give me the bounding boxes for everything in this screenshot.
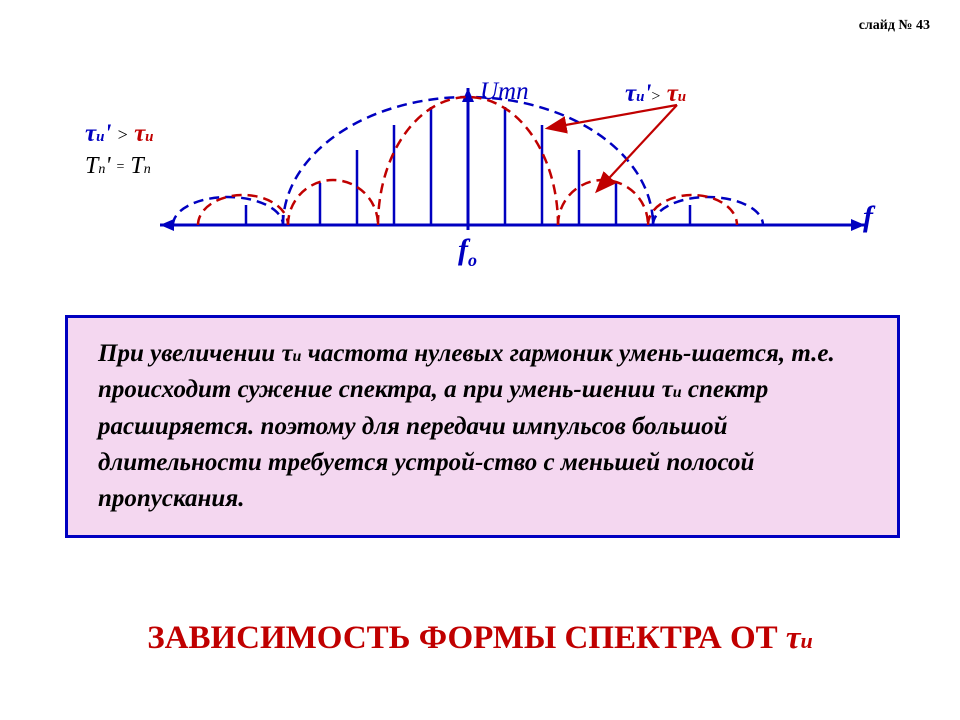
f0-base: f <box>458 233 468 266</box>
tau-inline-2: τи <box>662 376 682 403</box>
legend-row-1: τи' > τи <box>85 118 154 151</box>
tau-inline-1: τи <box>281 340 301 367</box>
legend-row-2: Tn' = Tn <box>85 151 154 182</box>
tau-blue: τи' <box>85 120 111 147</box>
gt-symbol-2: > <box>651 88 660 105</box>
legend-right: τи'> τи <box>625 80 686 108</box>
x-axis-label: f <box>863 200 873 234</box>
tau-blue-2: τи' <box>625 80 651 107</box>
tau-red-2: τи <box>667 80 686 107</box>
y-axis-label: Umn <box>480 78 529 106</box>
explanation-box: При увеличении τи частота нулевых гармон… <box>65 315 900 538</box>
slide: слайд № 43 Umn f fо τи' > τи Tn' = Tn τи… <box>0 0 960 720</box>
legend-left: τи' > τи Tn' = Tn <box>85 118 154 182</box>
tau-red: τи <box>134 120 153 147</box>
slide-number: слайд № 43 <box>859 18 930 34</box>
slide-title: ЗАВИСИМОСТЬ ФОРМЫ СПЕКТРА ОТ τи <box>0 620 960 657</box>
title-text: ЗАВИСИМОСТЬ ФОРМЫ СПЕКТРА ОТ <box>147 620 786 656</box>
f0-sub: о <box>468 250 477 270</box>
gt-symbol: > <box>118 125 128 145</box>
origin-label: fо <box>458 233 477 271</box>
text-part-1: При увеличении <box>98 340 281 367</box>
title-tau: τи <box>786 620 813 656</box>
